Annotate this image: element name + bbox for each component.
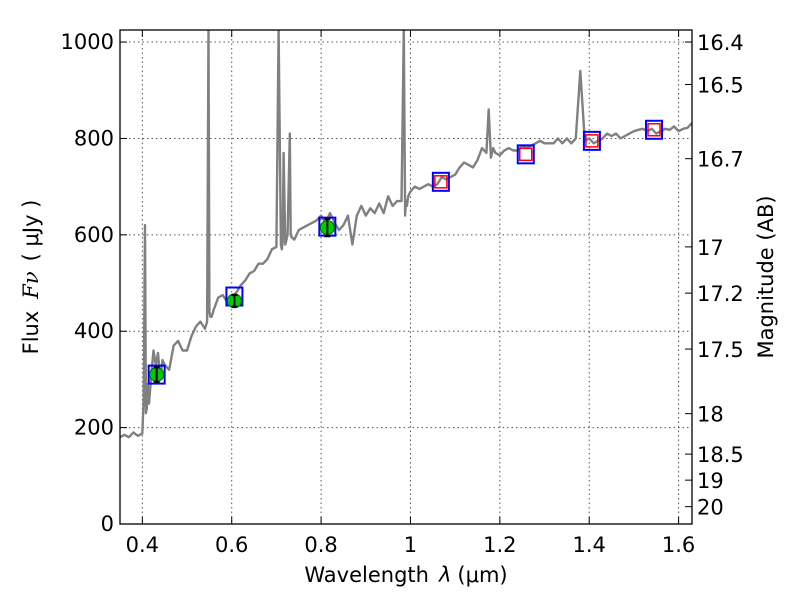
model-band-square	[516, 144, 535, 165]
x-tick-label: 0.4	[126, 533, 159, 557]
y-tick-label: 200	[74, 416, 114, 440]
x-tick-label: 1	[404, 533, 417, 557]
y2-axis-title: Magnitude (AB)	[754, 195, 778, 358]
x-tick-label: 1.2	[483, 533, 516, 557]
x-axis-title: Wavelength λ (μm)	[304, 563, 507, 587]
x-tick-label: 0.8	[304, 533, 337, 557]
prediction-square	[434, 175, 448, 189]
prediction-square	[647, 123, 661, 137]
grid-layer	[120, 30, 692, 525]
x-tick-label: 1.6	[662, 533, 695, 557]
series-layer	[120, 30, 692, 439]
mag-tick-label: 16.4	[697, 31, 744, 55]
y-tick-label: 400	[74, 319, 114, 343]
model-band-square	[147, 364, 166, 385]
y-tick-label: 1000	[61, 30, 114, 54]
y-tick-label: 0	[101, 512, 114, 536]
mag-tick-label: 16.7	[697, 148, 744, 172]
mag-tick-label: 18.5	[697, 443, 744, 467]
model-band-square	[431, 171, 450, 192]
mag-tick-label: 20	[697, 496, 724, 520]
mag-tick-label: 17.5	[697, 338, 744, 362]
mag-tick-label: 18	[697, 403, 724, 427]
mag-tick-label: 16.5	[697, 73, 744, 97]
mag-tick-label: 17.2	[697, 282, 744, 306]
x-tick-label: 0.6	[215, 533, 248, 557]
x-tick-label: 1.4	[573, 533, 606, 557]
model-band-square	[582, 130, 601, 151]
mag-tick-label: 17	[697, 236, 724, 260]
mag-tick-label: 19	[697, 469, 724, 493]
prediction-square	[519, 147, 533, 162]
spectrum-line	[120, 30, 692, 439]
model-band-square	[645, 119, 664, 140]
plot-frame	[119, 29, 693, 525]
y-axis-title: FluxFν( μJy )	[19, 200, 43, 355]
y-tick-label: 600	[74, 223, 114, 247]
prediction-square	[585, 134, 599, 148]
y-tick-label: 800	[74, 126, 114, 150]
ticks-layer: 0.4 0.6 0.8 1 1.2 1.4 1.6 0 200 400 600 800 1000 16.4…	[61, 30, 744, 557]
